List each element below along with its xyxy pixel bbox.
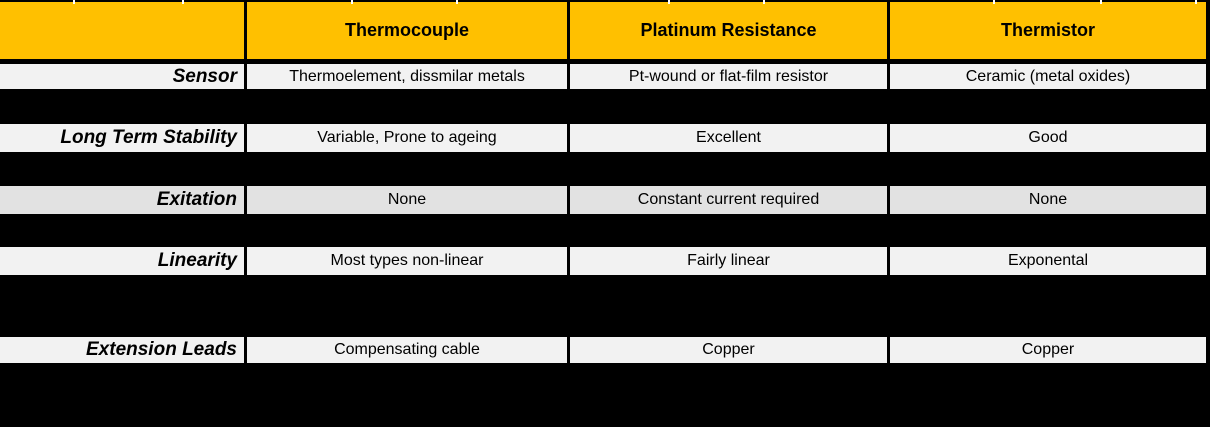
table-header-row: Thermocouple Platinum Resistance Thermis… [0,2,1210,59]
cell-extension-thermocouple: Compensating cable [247,337,567,363]
cell-exitation-thermocouple: None [247,186,567,214]
column-divider [887,337,890,363]
column-divider [244,64,247,89]
column-divider [244,337,247,363]
table-right-border [1206,124,1210,152]
column-divider [887,186,890,214]
row-label-linearity: Linearity [0,247,244,275]
gridline-tick [1195,0,1197,4]
table-right-border [1206,337,1210,363]
column-divider [244,124,247,152]
table-row-linearity: Linearity Most types non-linear Fairly l… [0,246,1210,276]
cell-lts-thermocouple: Variable, Prone to ageing [247,124,567,152]
column-divider [887,2,890,59]
cell-linearity-thermistor: Exponental [890,247,1206,275]
column-divider [244,186,247,214]
gridline-tick [351,0,353,4]
column-header-blank [0,2,244,59]
cell-sensor-thermocouple: Thermoelement, dissmilar metals [247,64,567,89]
gridline-tick [456,0,458,4]
gridline-tick [763,0,765,4]
column-divider [567,64,570,89]
row-label-sensor: Sensor [0,64,244,89]
cell-extension-thermistor: Copper [890,337,1206,363]
cell-linearity-thermocouple: Most types non-linear [247,247,567,275]
table-row-extension-leads: Extension Leads Compensating cable Coppe… [0,336,1210,364]
column-divider [887,247,890,275]
table-right-border [1206,186,1210,214]
table-right-border [1206,2,1210,59]
cell-exitation-platinum: Constant current required [570,186,887,214]
column-divider [567,186,570,214]
gridline-tick [1100,0,1102,4]
row-label-long-term-stability: Long Term Stability [0,124,244,152]
column-divider [567,124,570,152]
table-row-exitation: Exitation None Constant current required… [0,185,1210,215]
gridline-tick [993,0,995,4]
gridline-tick [182,0,184,4]
column-header-platinum-resistance: Platinum Resistance [570,2,887,59]
cell-lts-thermistor: Good [890,124,1206,152]
column-divider [567,247,570,275]
column-divider [567,337,570,363]
column-divider [887,124,890,152]
row-label-exitation: Exitation [0,186,244,214]
column-divider [244,2,247,59]
table-row-sensor: Sensor Thermoelement, dissmilar metals P… [0,63,1210,90]
cell-linearity-platinum: Fairly linear [570,247,887,275]
table-right-border [1206,247,1210,275]
column-divider [567,2,570,59]
column-divider [244,247,247,275]
cell-extension-platinum: Copper [570,337,887,363]
cell-sensor-platinum: Pt-wound or flat-film resistor [570,64,887,89]
column-header-thermistor: Thermistor [890,2,1206,59]
cell-sensor-thermistor: Ceramic (metal oxides) [890,64,1206,89]
row-label-extension-leads: Extension Leads [0,337,244,363]
gridline-tick [73,0,75,4]
table-row-long-term-stability: Long Term Stability Variable, Prone to a… [0,123,1210,153]
column-header-thermocouple: Thermocouple [247,2,567,59]
cell-exitation-thermistor: None [890,186,1206,214]
gridline-tick [668,0,670,4]
table-right-border [1206,64,1210,89]
column-divider [887,64,890,89]
cell-lts-platinum: Excellent [570,124,887,152]
